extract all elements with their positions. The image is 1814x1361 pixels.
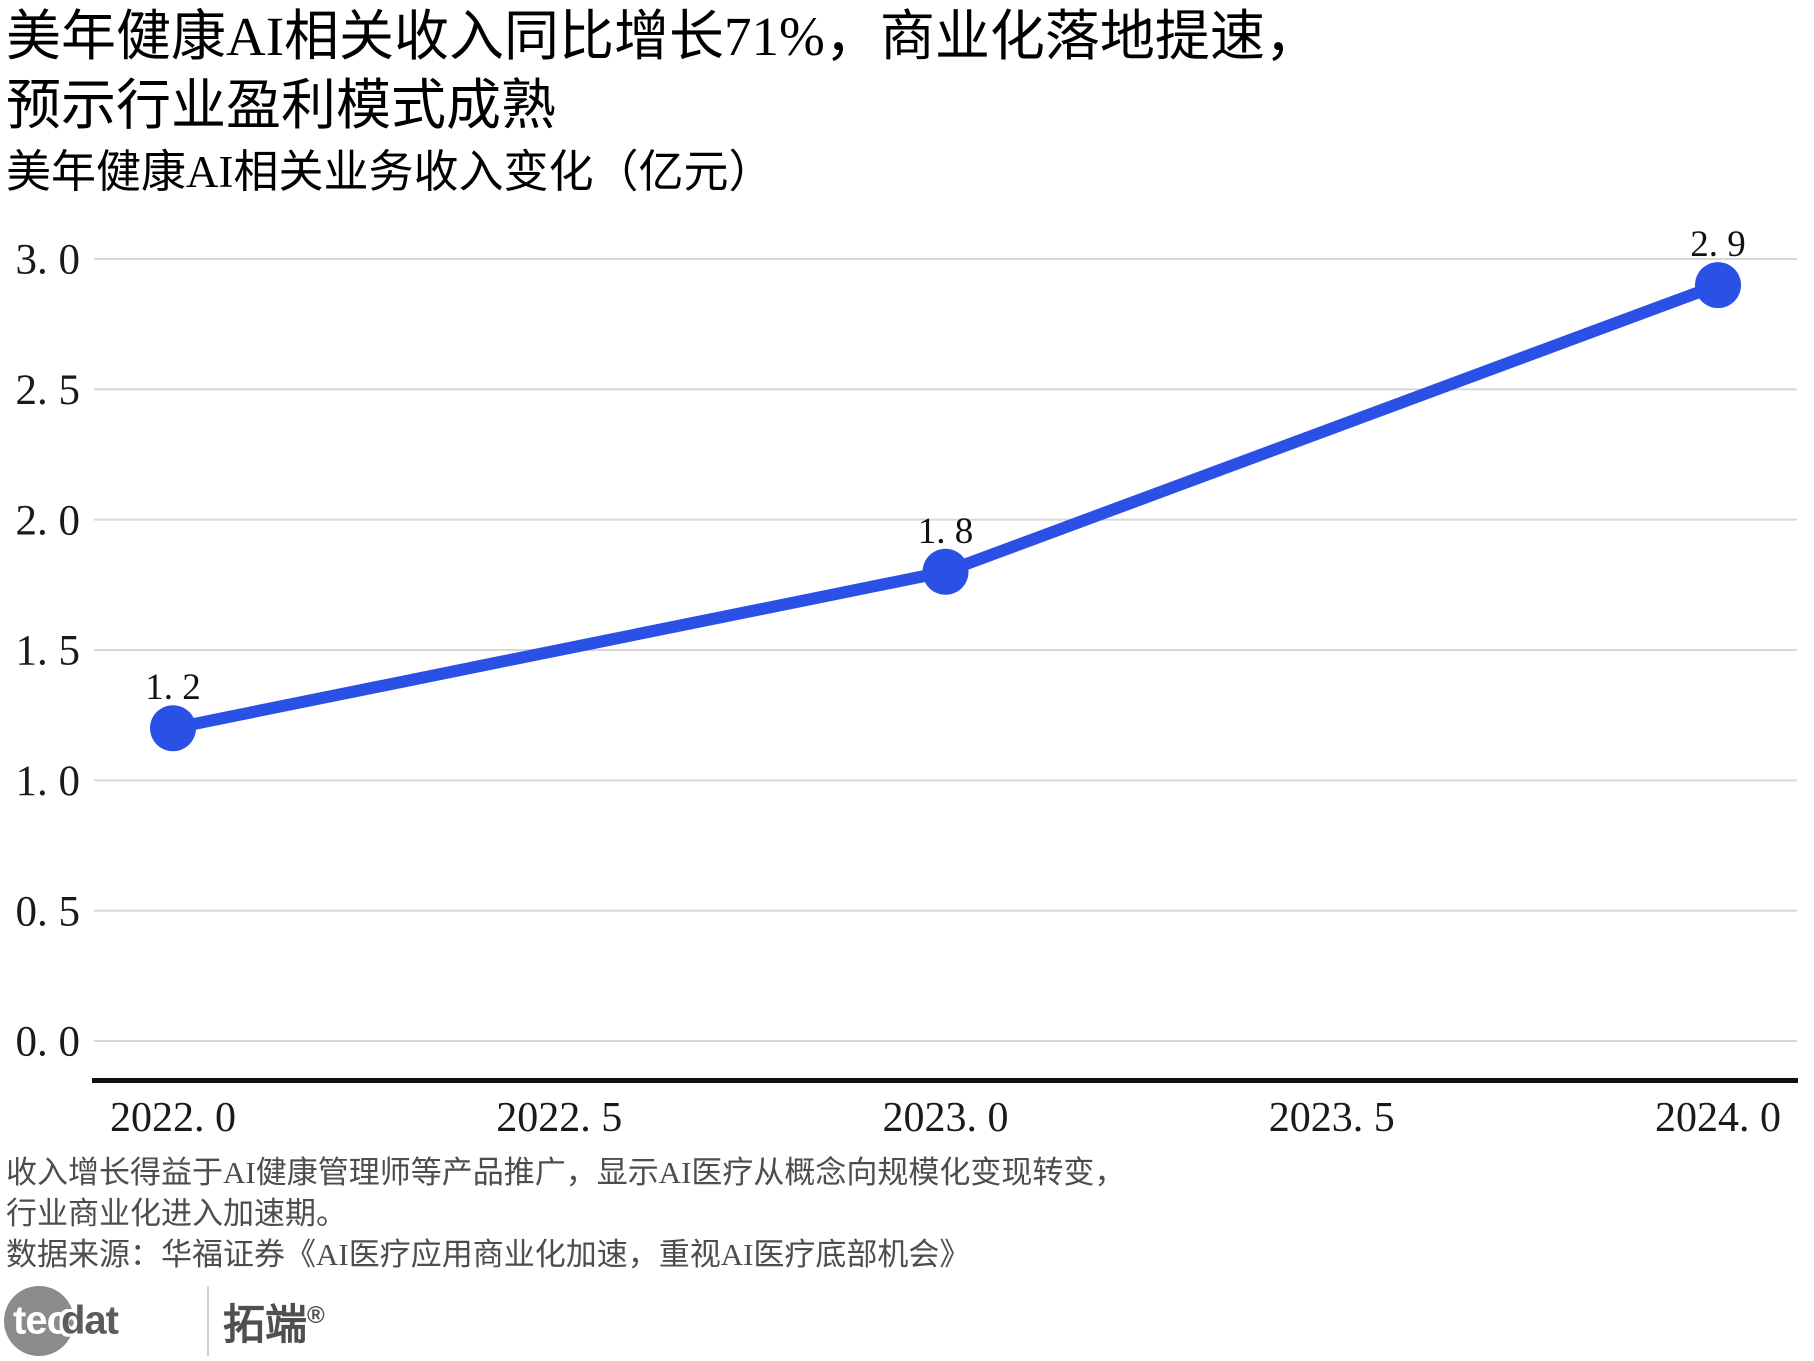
y-tick-label: 1. 0: [16, 758, 81, 805]
footnotes: 收入增长得益于AI健康管理师等产品推广，显示AI医疗从概念向规模化变现转变， 行…: [6, 1152, 1125, 1275]
chart-subtitle: 美年健康AI相关业务收入变化（亿元）: [6, 147, 774, 197]
logo-brand-text: 拓端: [223, 1300, 308, 1348]
y-tick-label: 0. 5: [16, 888, 81, 935]
data-source-line: 数据来源：华福证券《AI医疗应用商业化加速，重视AI医疗底部机会》: [6, 1237, 971, 1272]
note-line-1: 收入增长得益于AI健康管理师等产品推广，显示AI医疗从概念向规模化变现转变，: [6, 1155, 1126, 1190]
revenue-line: [171, 279, 1721, 735]
x-tick-label: 2022. 5: [496, 1095, 622, 1141]
point-label: 1. 8: [918, 511, 974, 552]
logo-text-dat: dat: [61, 1298, 119, 1343]
tecdat-logo: tec dat 拓端®: [4, 1282, 325, 1360]
point-label: 1. 2: [145, 667, 201, 708]
y-tick-label: 0. 0: [16, 1019, 81, 1066]
chart-title-line2: 预示行业盈利模式成熟: [6, 75, 557, 136]
x-tick-label: 2023. 5: [1269, 1095, 1395, 1141]
tecdat-logo-mark: tec dat: [4, 1282, 132, 1360]
y-tick-label: 2. 0: [16, 497, 81, 544]
point-label: 2. 9: [1690, 224, 1746, 265]
data-point: [922, 548, 969, 595]
x-tick-label: 2024. 0: [1655, 1095, 1781, 1141]
tecdat-logo-circle-icon: [4, 1286, 74, 1356]
chart-header: 美年健康AI相关收入同比增长71%，商业化落地提速， 预示行业盈利模式成熟 美年…: [6, 2, 1320, 200]
x-tick-label: 2023. 0: [883, 1095, 1009, 1141]
y-tick-label: 2. 5: [16, 367, 81, 414]
y-tick-label: 3. 0: [16, 237, 81, 284]
data-point: [1695, 262, 1741, 309]
logo-brand-name: 拓端®: [223, 1291, 325, 1352]
note-line-2: 行业商业化进入加速期。: [6, 1196, 347, 1231]
x-tick-label: 2022. 0: [110, 1095, 236, 1141]
y-tick-label: 1. 5: [16, 628, 81, 675]
logo-text-tec: tec: [13, 1298, 69, 1343]
data-point: [150, 705, 196, 752]
chart-title-line1: 美年健康AI相关收入同比增长71%，商业化落地提速，: [6, 6, 1320, 67]
registered-trademark-icon: ®: [307, 1301, 325, 1329]
logo-divider: [207, 1286, 209, 1356]
